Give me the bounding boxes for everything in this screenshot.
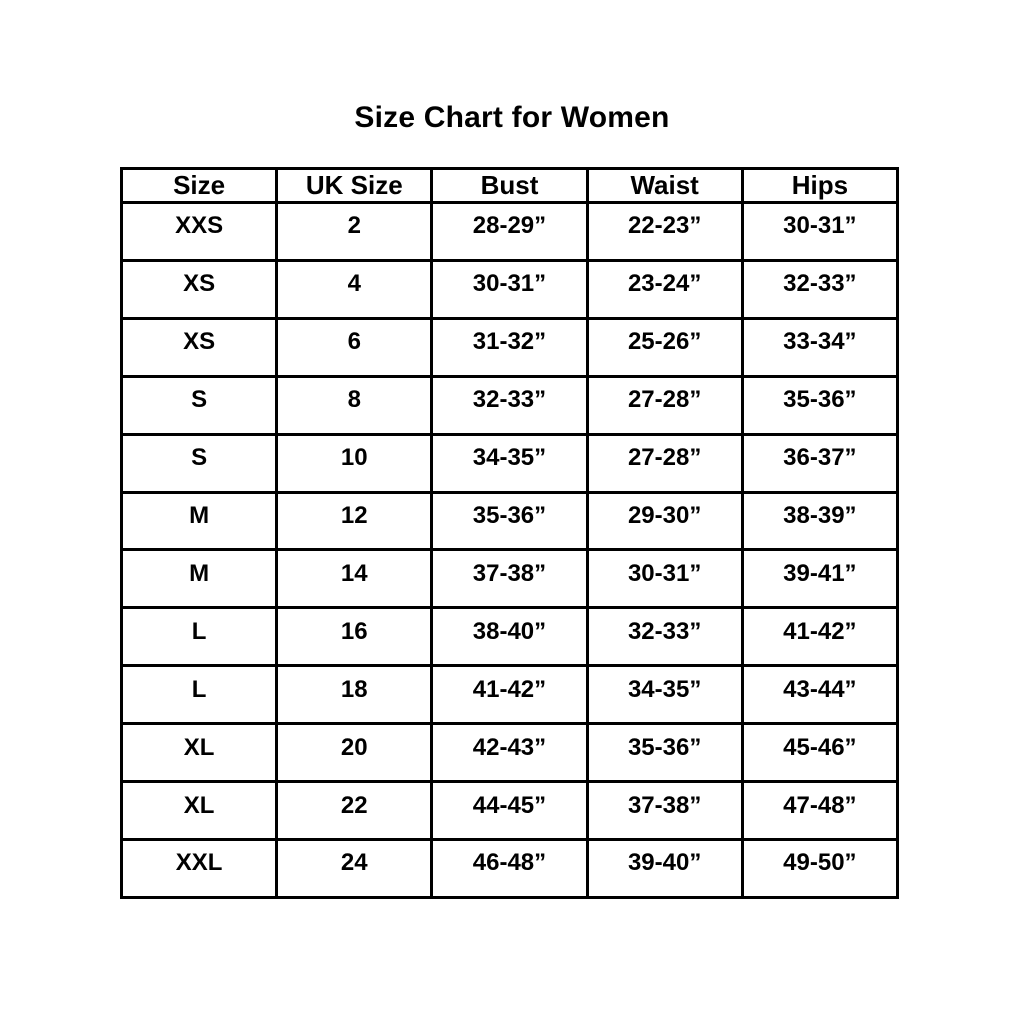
cell-hips: 41-42” bbox=[740, 606, 900, 668]
cell-uk: 14 bbox=[275, 548, 434, 610]
cell-waist: 22-23” bbox=[585, 201, 744, 262]
cell-size: S bbox=[119, 432, 279, 494]
cell-size: XXS bbox=[119, 201, 279, 262]
cell-uk: 6 bbox=[275, 316, 434, 378]
table-row: XS 6 31-32” 25-26” 33-34” bbox=[119, 316, 900, 378]
cell-bust: 34-35” bbox=[430, 432, 589, 494]
cell-waist: 27-28” bbox=[585, 432, 744, 494]
cell-uk: 16 bbox=[275, 606, 434, 668]
cell-bust: 32-33” bbox=[430, 374, 589, 436]
cell-bust: 28-29” bbox=[430, 201, 589, 262]
cell-uk: 4 bbox=[275, 258, 434, 320]
table-row: XL 22 44-45” 37-38” 47-48” bbox=[119, 780, 900, 841]
size-chart-table: Size UK Size Bust Waist Hips XXS 2 28-29… bbox=[119, 167, 900, 900]
cell-hips: 49-50” bbox=[740, 837, 900, 900]
table-row: L 16 38-40” 32-33” 41-42” bbox=[119, 606, 900, 668]
column-header-size: Size bbox=[119, 167, 279, 204]
cell-uk: 22 bbox=[275, 780, 434, 841]
cell-uk: 18 bbox=[275, 664, 434, 726]
cell-bust: 35-36” bbox=[430, 490, 589, 552]
cell-waist: 23-24” bbox=[585, 258, 744, 320]
cell-waist: 32-33” bbox=[585, 606, 744, 668]
cell-bust: 42-43” bbox=[430, 722, 589, 784]
cell-waist: 30-31” bbox=[585, 548, 744, 610]
cell-waist: 34-35” bbox=[585, 664, 744, 726]
cell-size: M bbox=[119, 548, 279, 610]
cell-uk: 12 bbox=[275, 490, 434, 552]
table-row: XS 4 30-31” 23-24” 32-33” bbox=[119, 258, 900, 320]
cell-hips: 47-48” bbox=[740, 780, 900, 841]
cell-size: L bbox=[119, 606, 279, 668]
cell-hips: 38-39” bbox=[740, 490, 900, 552]
cell-bust: 37-38” bbox=[430, 548, 589, 610]
cell-bust: 44-45” bbox=[430, 780, 589, 841]
cell-hips: 35-36” bbox=[740, 374, 900, 436]
table-row: XL 20 42-43” 35-36” 45-46” bbox=[119, 722, 900, 784]
cell-bust: 30-31” bbox=[430, 258, 589, 320]
cell-waist: 25-26” bbox=[585, 316, 744, 378]
cell-size: XXL bbox=[119, 837, 279, 900]
cell-hips: 39-41” bbox=[740, 548, 900, 610]
cell-uk: 24 bbox=[275, 837, 434, 900]
column-header-uk-size: UK Size bbox=[275, 167, 434, 204]
cell-size: XS bbox=[119, 258, 279, 320]
cell-bust: 41-42” bbox=[430, 664, 589, 726]
cell-waist: 39-40” bbox=[585, 837, 744, 900]
cell-bust: 38-40” bbox=[430, 606, 589, 668]
cell-size: XL bbox=[119, 780, 279, 841]
cell-size: S bbox=[119, 374, 279, 436]
cell-hips: 45-46” bbox=[740, 722, 900, 784]
table-row: XXL 24 46-48” 39-40” 49-50” bbox=[119, 837, 900, 900]
cell-waist: 37-38” bbox=[585, 780, 744, 841]
table-row: M 14 37-38” 30-31” 39-41” bbox=[119, 548, 900, 610]
cell-uk: 2 bbox=[275, 201, 434, 262]
cell-bust: 31-32” bbox=[430, 316, 589, 378]
cell-size: L bbox=[119, 664, 279, 726]
cell-waist: 35-36” bbox=[585, 722, 744, 784]
table-row: L 18 41-42” 34-35” 43-44” bbox=[119, 664, 900, 726]
cell-bust: 46-48” bbox=[430, 837, 589, 900]
cell-size: XL bbox=[119, 722, 279, 784]
cell-uk: 8 bbox=[275, 374, 434, 436]
cell-size: M bbox=[119, 490, 279, 552]
cell-uk: 20 bbox=[275, 722, 434, 784]
cell-hips: 30-31” bbox=[740, 201, 900, 262]
column-header-waist: Waist bbox=[585, 167, 744, 204]
table-row: S 10 34-35” 27-28” 36-37” bbox=[119, 432, 900, 494]
cell-hips: 36-37” bbox=[740, 432, 900, 494]
cell-waist: 27-28” bbox=[585, 374, 744, 436]
table-header-row: Size UK Size Bust Waist Hips bbox=[119, 167, 900, 204]
cell-hips: 33-34” bbox=[740, 316, 900, 378]
cell-size: XS bbox=[119, 316, 279, 378]
table-row: M 12 35-36” 29-30” 38-39” bbox=[119, 490, 900, 552]
column-header-bust: Bust bbox=[430, 167, 589, 204]
cell-uk: 10 bbox=[275, 432, 434, 494]
table-row: XXS 2 28-29” 22-23” 30-31” bbox=[119, 201, 900, 262]
cell-hips: 43-44” bbox=[740, 664, 900, 726]
table-row: S 8 32-33” 27-28” 35-36” bbox=[119, 374, 900, 436]
page-title: Size Chart for Women bbox=[354, 101, 670, 134]
column-header-hips: Hips bbox=[740, 167, 900, 204]
cell-waist: 29-30” bbox=[585, 490, 744, 552]
cell-hips: 32-33” bbox=[740, 258, 900, 320]
